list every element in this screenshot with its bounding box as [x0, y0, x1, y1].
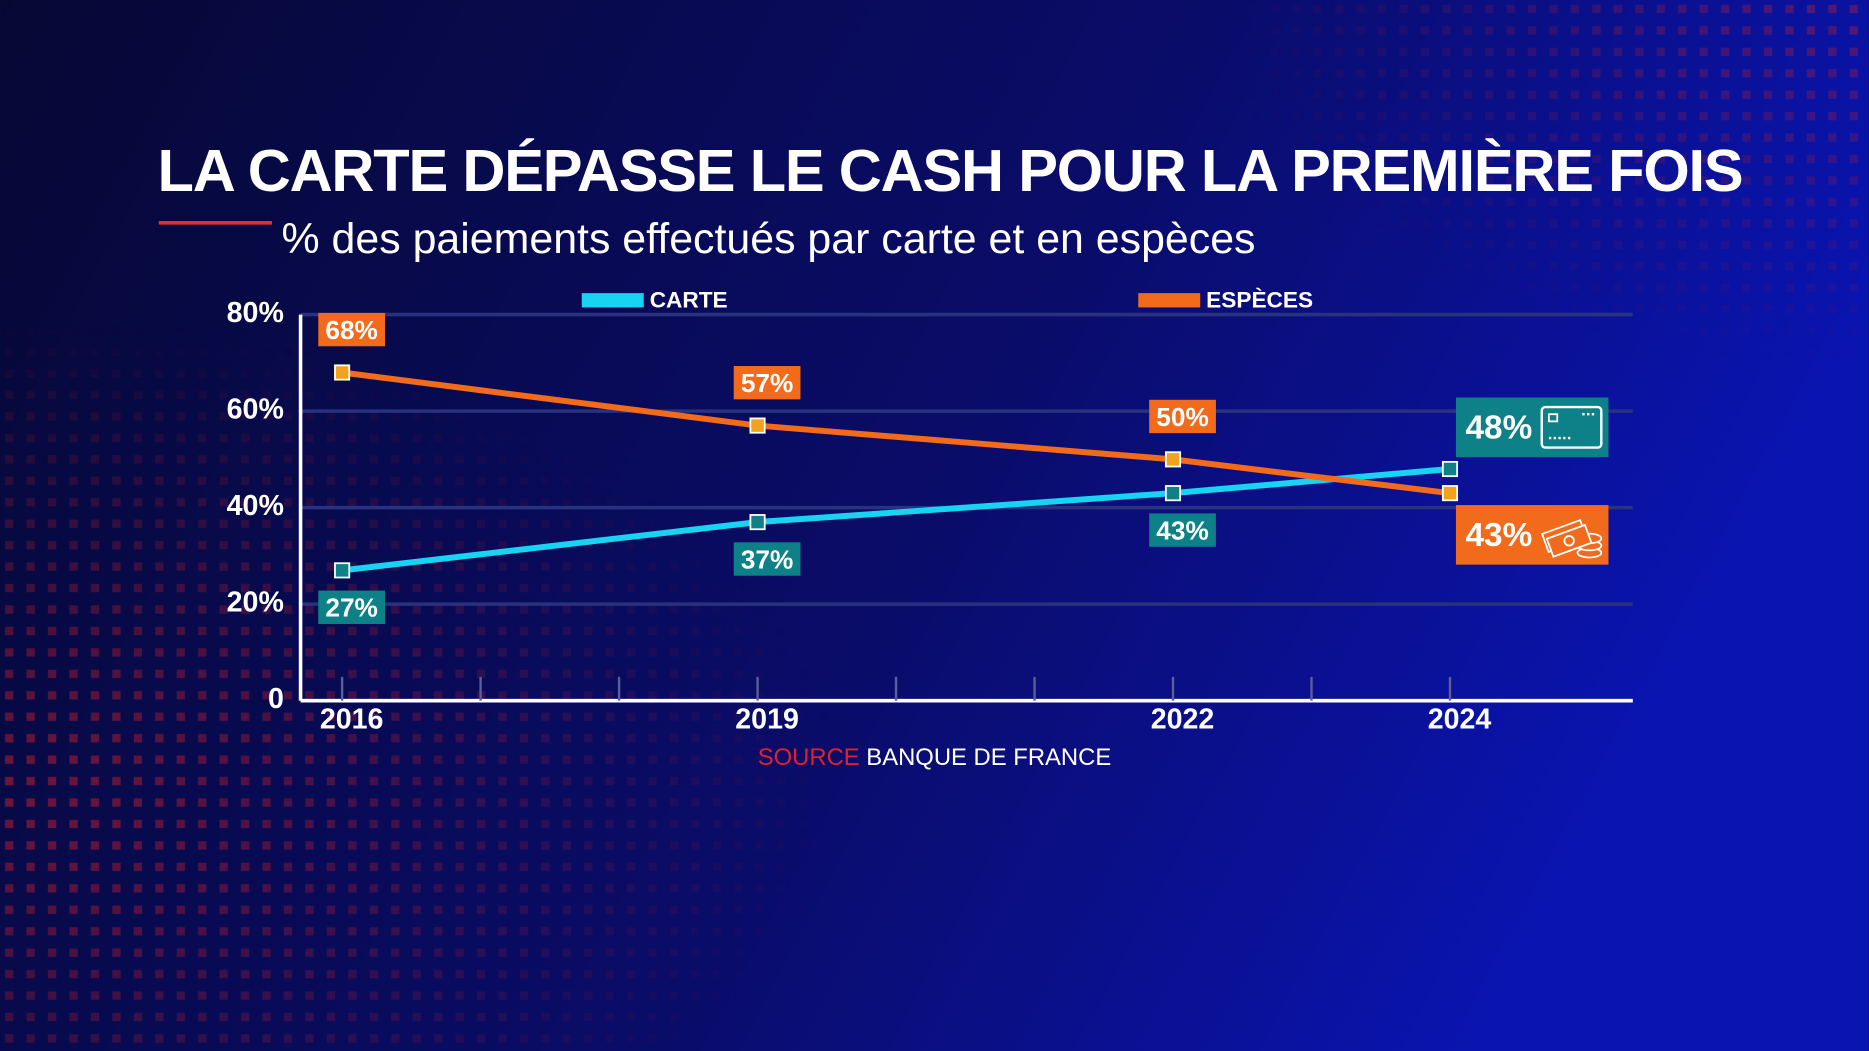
value-label: 37% [741, 544, 793, 574]
icon-part [1563, 535, 1575, 547]
series-line [341, 369, 1451, 497]
icon-part [1545, 523, 1593, 558]
source-name: BANQUE DE FRANCE [866, 744, 1111, 771]
y-tick-label: 20% [227, 587, 284, 619]
value-label-box [318, 312, 386, 347]
marker [1441, 485, 1459, 502]
legend-label: ESPÈCES [1206, 287, 1313, 312]
value-label: 27% [325, 593, 377, 623]
value-label: 57% [741, 368, 793, 398]
coins-icon [1540, 519, 1603, 559]
value-label-box [733, 366, 801, 400]
x-tick-label: 2019 [735, 703, 799, 735]
value-label: 50% [1156, 402, 1208, 432]
icon-part [1547, 413, 1559, 423]
value-label: 43% [1156, 515, 1208, 545]
chart-title: LA CARTE DÉPASSE LE CASH POUR LA PREMIÈR… [158, 137, 1743, 204]
marker [749, 417, 766, 434]
source-label: SOURCE [758, 744, 860, 771]
y-tick-label: 40% [227, 490, 284, 522]
marker [1441, 460, 1459, 478]
chart-subtitle: % des paiements effectués par carte et e… [281, 215, 1255, 263]
value-label-box [1149, 513, 1216, 547]
x-tick-label: 2022 [1151, 703, 1215, 735]
marker [1164, 485, 1182, 502]
marker [749, 514, 766, 531]
source: SOURCE BANQUE DE FRANCE [758, 744, 1112, 771]
value-label-box [318, 590, 386, 624]
legend-swatch [1138, 293, 1201, 308]
legend-label: CARTE [650, 287, 728, 312]
x-tick-label: 2024 [1428, 703, 1492, 735]
value-label: 43% [1465, 517, 1532, 554]
icon-part [1540, 405, 1603, 449]
value-label-box [1149, 399, 1216, 434]
card-icon [1540, 405, 1603, 449]
y-tick-label: 60% [227, 394, 284, 426]
marker [1164, 451, 1182, 468]
marker [334, 364, 351, 381]
value-label: 48% [1465, 410, 1532, 447]
series-line [341, 466, 1451, 574]
x-tick-label: 2016 [320, 703, 384, 735]
legend-swatch [581, 293, 644, 308]
y-tick-label: 80% [227, 297, 284, 329]
value-label: 68% [325, 315, 377, 345]
marker [334, 562, 351, 579]
y-tick-label: 0 [268, 683, 284, 715]
value-label-box [733, 542, 801, 576]
